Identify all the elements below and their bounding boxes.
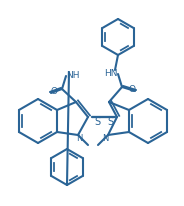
- Text: S: S: [94, 116, 100, 126]
- Text: HN: HN: [104, 69, 118, 78]
- Text: N: N: [102, 134, 108, 143]
- Text: O: O: [50, 87, 57, 96]
- Text: N: N: [76, 134, 82, 143]
- Text: NH: NH: [66, 71, 80, 80]
- Text: S: S: [107, 116, 113, 126]
- Text: O: O: [128, 85, 135, 94]
